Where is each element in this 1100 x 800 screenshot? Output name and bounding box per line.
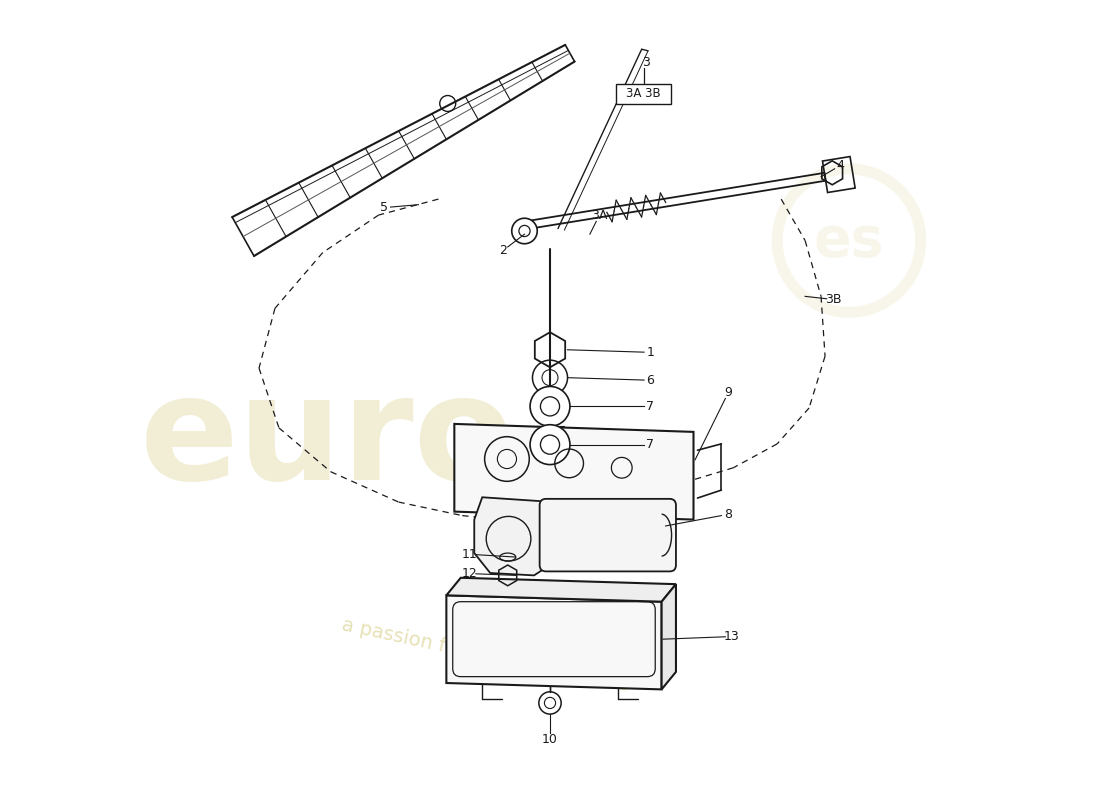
Text: 10: 10 (542, 733, 558, 746)
Text: 5: 5 (381, 201, 388, 214)
Text: 7: 7 (647, 400, 654, 413)
Text: 11: 11 (462, 548, 477, 561)
Text: 7: 7 (647, 438, 654, 451)
Text: 3: 3 (642, 56, 650, 70)
Text: 13: 13 (724, 630, 739, 643)
Text: a passion for parts since 1985: a passion for parts since 1985 (340, 615, 632, 695)
Text: 3A: 3A (591, 210, 607, 222)
FancyBboxPatch shape (616, 83, 671, 104)
Polygon shape (454, 424, 693, 519)
Circle shape (512, 218, 537, 244)
Text: es: es (814, 214, 884, 267)
Text: euro: euro (140, 370, 514, 510)
Polygon shape (474, 498, 550, 575)
Text: 3B: 3B (825, 293, 842, 306)
Text: 6: 6 (647, 374, 654, 386)
Circle shape (530, 425, 570, 465)
Polygon shape (447, 578, 676, 602)
FancyBboxPatch shape (540, 499, 676, 571)
Text: 4: 4 (836, 159, 844, 172)
Text: 9: 9 (724, 386, 733, 399)
Text: 2: 2 (498, 244, 507, 258)
Polygon shape (447, 595, 661, 690)
Text: 1: 1 (647, 346, 654, 359)
Polygon shape (661, 584, 676, 690)
Text: 8: 8 (724, 508, 732, 521)
Circle shape (530, 386, 570, 426)
Text: 12: 12 (462, 567, 477, 580)
Text: 3A 3B: 3A 3B (626, 87, 661, 100)
